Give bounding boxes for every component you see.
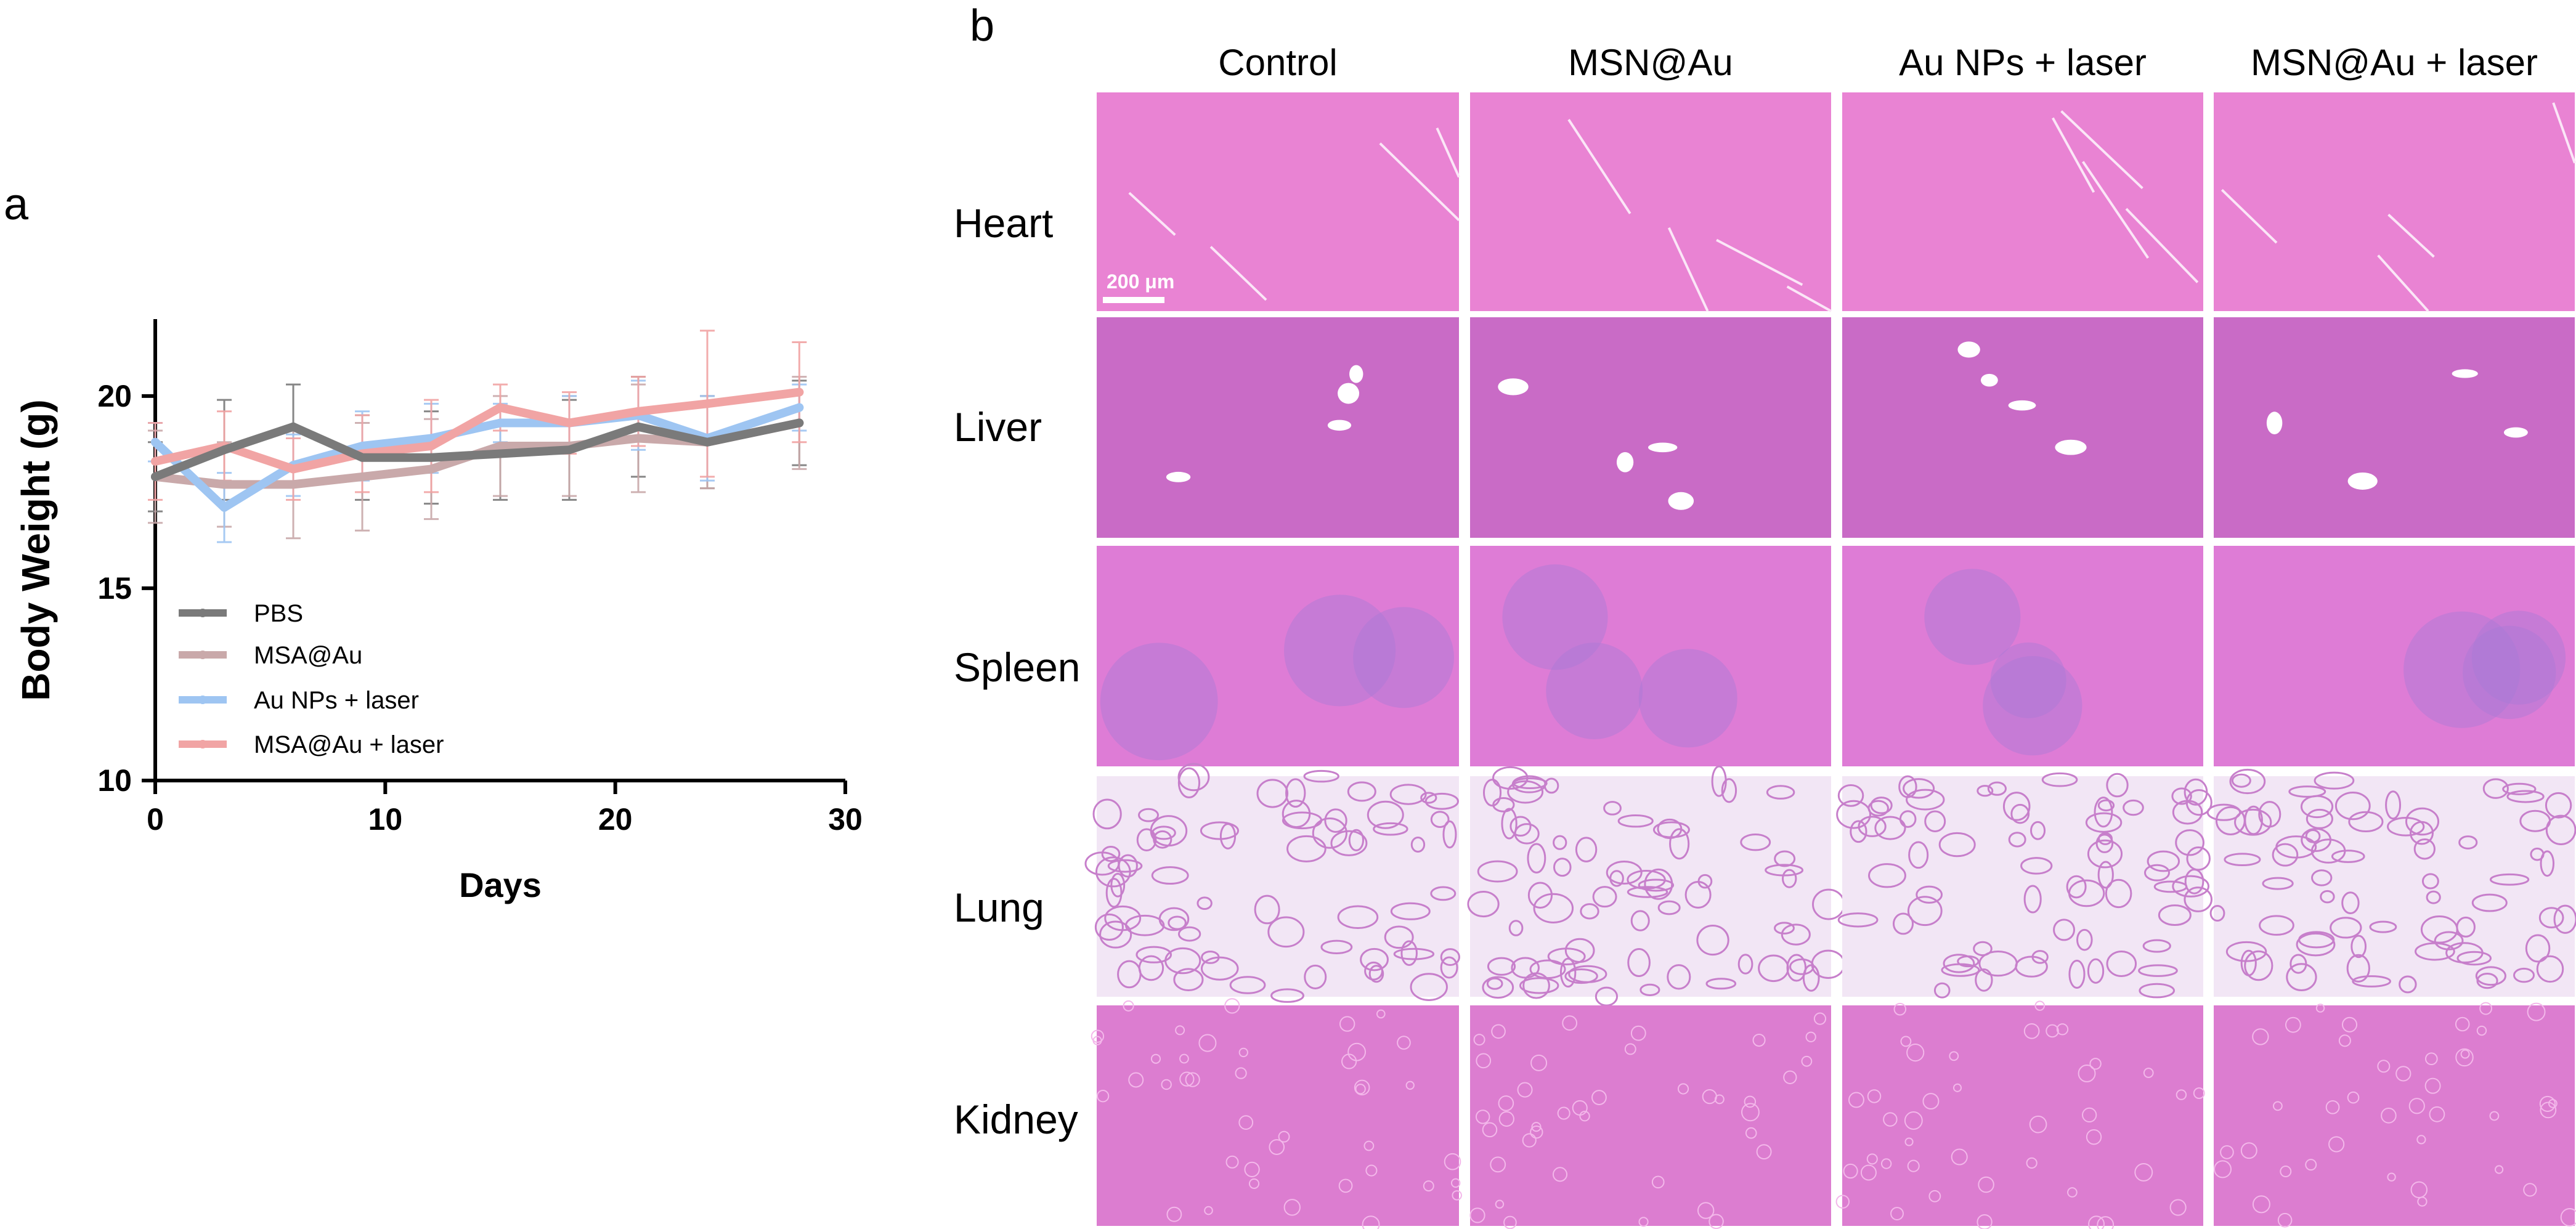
legend-item: MSA@Au <box>179 642 362 669</box>
column-header: Au NPs + laser <box>1899 42 2147 83</box>
histology-tile <box>1467 765 1846 1007</box>
histology-tile <box>1469 1005 1831 1229</box>
data-point <box>795 403 804 412</box>
series-line <box>151 418 804 481</box>
data-point <box>427 464 436 474</box>
row-label: Spleen <box>954 644 1081 690</box>
legend: PBS MSA@Au Au NPs + laser MSA@Au + laser <box>179 600 444 758</box>
row-labels: Heart Liver Spleen Lung Kidney <box>954 200 1081 1142</box>
histology-tile <box>1842 546 2203 766</box>
y-axis-label: Body Weight (g) <box>14 399 58 700</box>
data-point <box>795 418 804 428</box>
data-point <box>358 453 367 462</box>
scale-bar-line <box>1103 297 1164 303</box>
data-point <box>289 464 298 474</box>
data-point <box>220 480 229 489</box>
body-weight-chart: 0 10 20 30 10 15 20 Days Body Weight (g) PBS M… <box>14 319 863 904</box>
data-point <box>220 503 229 512</box>
histology-tile <box>2214 92 2576 312</box>
legend-label: MSA@Au + laser <box>254 731 444 758</box>
histology-tile <box>2214 546 2575 766</box>
data-point <box>220 445 229 455</box>
histology-tile <box>1836 772 2212 999</box>
legend-label: MSA@Au <box>254 642 362 669</box>
column-header: MSN@Au + laser <box>2251 42 2538 83</box>
data-point <box>289 422 298 431</box>
data-point <box>151 456 160 466</box>
data-point <box>496 403 505 412</box>
series-line <box>151 387 804 474</box>
data-point <box>496 441 505 450</box>
x-tick-label: 20 <box>598 802 633 837</box>
data-point <box>634 422 643 431</box>
histology-tile <box>1842 92 2203 311</box>
x-axis-ticks: 0 10 20 30 <box>147 781 863 837</box>
histology-tile <box>2214 1002 2576 1228</box>
histology-tile <box>1097 317 1459 538</box>
data-point <box>496 418 505 428</box>
data-point <box>703 437 712 447</box>
scale-bar-label: 200 μm <box>1107 270 1174 293</box>
panel-label-a: a <box>4 180 29 229</box>
y-axis-ticks: 10 15 20 <box>97 379 155 798</box>
histology-tile <box>1470 92 1832 312</box>
histology-tile <box>1470 317 1831 538</box>
data-point <box>565 418 574 428</box>
histology-tile <box>1097 546 1459 766</box>
histology-tile <box>1091 998 1462 1229</box>
row-label: Lung <box>954 885 1044 930</box>
panel-label-b: b <box>970 1 994 51</box>
row-label: Heart <box>954 200 1053 246</box>
row-label: Kidney <box>954 1097 1078 1142</box>
histology-tile <box>1835 1000 2205 1229</box>
histology-panel: Control MSN@Au Au NPs + laser MSN@Au + lase… <box>954 42 2576 1229</box>
x-tick-label: 10 <box>368 802 403 837</box>
data-point <box>358 472 367 481</box>
data-point <box>151 437 160 447</box>
scale-bar: 200 μm <box>1103 270 1174 303</box>
data-point <box>795 387 804 397</box>
histology-tile <box>1097 92 1460 311</box>
y-tick-label: 10 <box>97 763 132 798</box>
y-tick-label: 15 <box>97 571 132 606</box>
data-point <box>358 441 367 450</box>
data-point <box>427 441 436 450</box>
legend-item: MSA@Au + laser <box>179 731 444 758</box>
data-point <box>565 445 574 455</box>
histology-tile <box>2206 768 2576 997</box>
histology-tile <box>1084 763 1460 1003</box>
data-point <box>496 449 505 458</box>
column-headers: Control MSN@Au Au NPs + laser MSN@Au + lase… <box>1218 42 2538 83</box>
data-point <box>427 453 436 462</box>
histology-tile <box>1842 317 2203 538</box>
data-point <box>634 434 643 443</box>
histology-tile <box>1470 546 1831 766</box>
histology-tiles <box>1084 92 2576 1229</box>
data-point <box>703 399 712 408</box>
legend-label: Au NPs + laser <box>254 687 419 714</box>
legend-item: Au NPs + laser <box>179 687 419 714</box>
x-tick-label: 30 <box>828 802 863 837</box>
data-point <box>289 480 298 489</box>
data-point <box>151 472 160 481</box>
histology-tile <box>2214 317 2575 538</box>
legend-label: PBS <box>254 600 303 627</box>
x-axis-label: Days <box>459 866 542 904</box>
row-label: Liver <box>954 404 1042 450</box>
column-header: MSN@Au <box>1568 42 1733 83</box>
y-tick-label: 20 <box>97 379 132 413</box>
column-header: Control <box>1218 42 1337 83</box>
legend-item: PBS <box>179 600 303 627</box>
x-tick-label: 0 <box>147 802 164 837</box>
data-point <box>634 407 643 416</box>
series-lines <box>151 387 804 512</box>
